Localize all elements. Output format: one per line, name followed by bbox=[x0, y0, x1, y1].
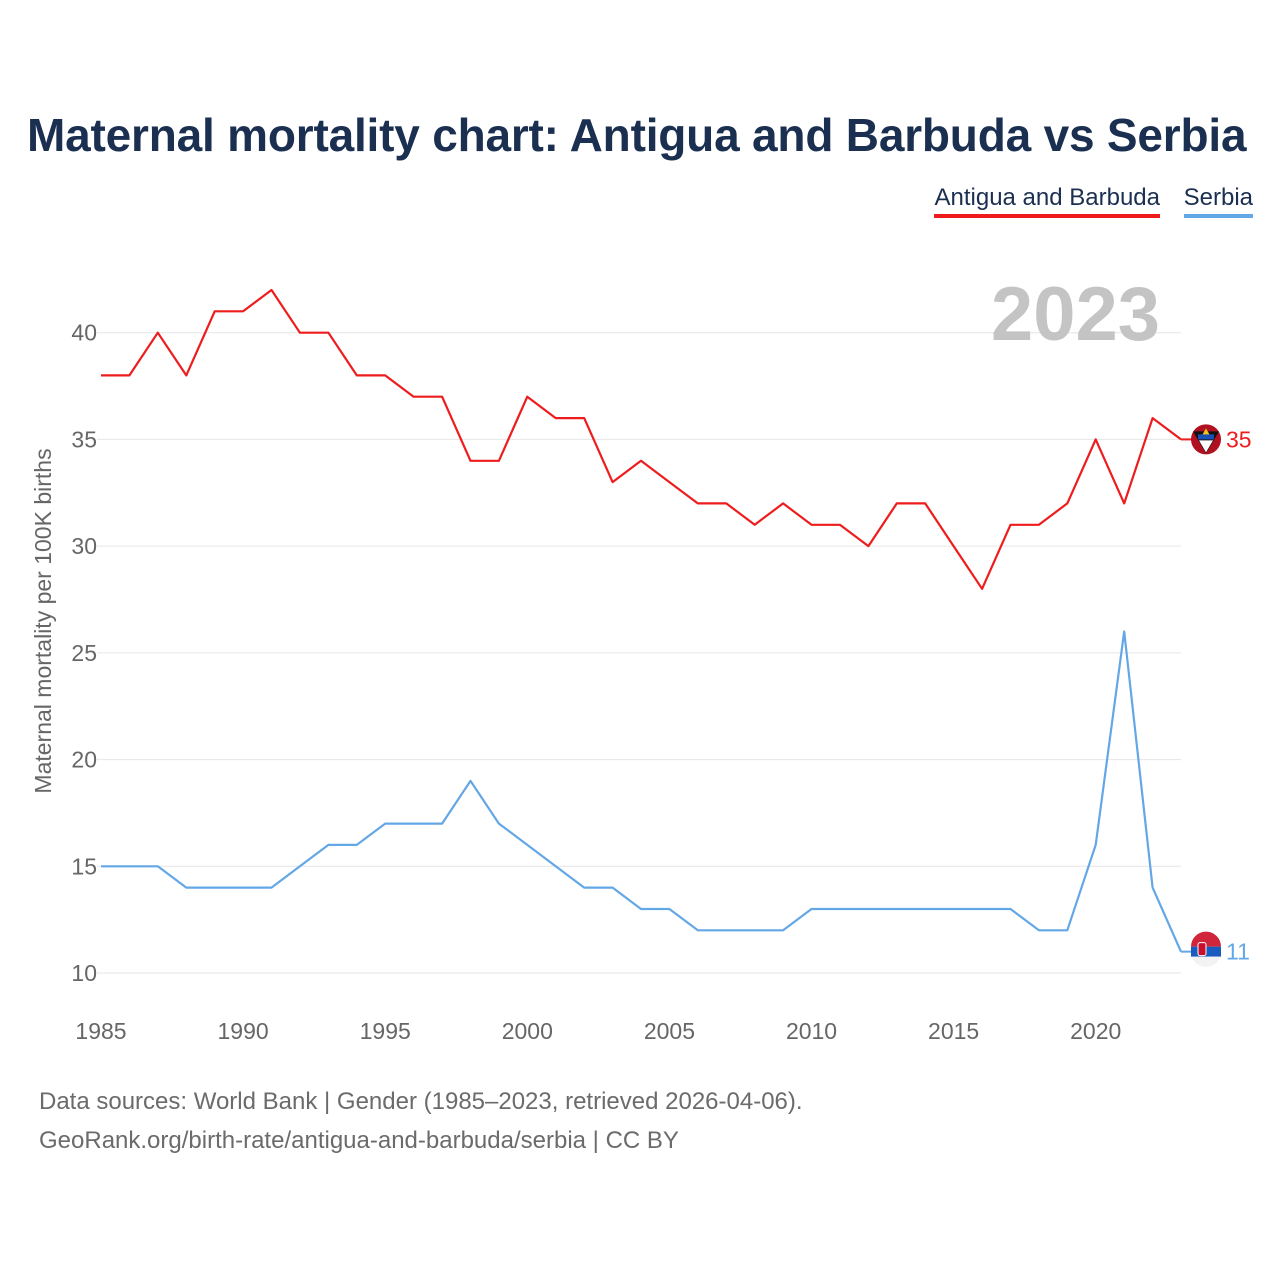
flag-antigua-icon bbox=[1191, 424, 1221, 455]
year-watermark: 2023 bbox=[991, 272, 1160, 357]
x-tick-label: 2005 bbox=[644, 1018, 695, 1044]
y-tick-label: 15 bbox=[71, 853, 97, 879]
legend-item-serbia[interactable]: Serbia bbox=[1183, 184, 1253, 218]
y-tick-label: 20 bbox=[71, 747, 97, 773]
source-text: Data sources: World Bank | Gender (1985–… bbox=[39, 1088, 803, 1115]
x-tick-label: 1995 bbox=[360, 1018, 411, 1044]
series-line-serbia bbox=[101, 630, 1183, 953]
y-tick-label: 40 bbox=[71, 320, 97, 346]
x-tick-label: 2010 bbox=[786, 1018, 837, 1044]
end-value-label: 11 bbox=[1226, 939, 1250, 965]
x-tick-label: 1985 bbox=[75, 1018, 126, 1044]
chart-title: Maternal mortality chart: Antigua and Ba… bbox=[27, 109, 1247, 161]
y-axis-label: Maternal mortality per 100K births bbox=[30, 448, 56, 793]
series-line-antigua bbox=[101, 288, 1182, 590]
flag-serbia-icon bbox=[1191, 931, 1221, 967]
x-tick-label: 2020 bbox=[1070, 1018, 1121, 1044]
end-value-label: 35 bbox=[1226, 426, 1252, 452]
y-tick-label: 10 bbox=[71, 960, 97, 986]
x-tick-label: 2015 bbox=[928, 1018, 979, 1044]
x-tick-label: 1990 bbox=[218, 1018, 269, 1044]
y-tick-label: 30 bbox=[71, 533, 97, 559]
legend-item-antigua[interactable]: Antigua and Barbuda bbox=[934, 184, 1160, 218]
source-link[interactable]: GeoRank.org/birth-rate/antigua-and-barbu… bbox=[39, 1127, 679, 1154]
y-tick-label: 35 bbox=[71, 426, 97, 452]
y-tick-label: 25 bbox=[71, 640, 97, 666]
x-tick-label: 2000 bbox=[502, 1018, 553, 1044]
